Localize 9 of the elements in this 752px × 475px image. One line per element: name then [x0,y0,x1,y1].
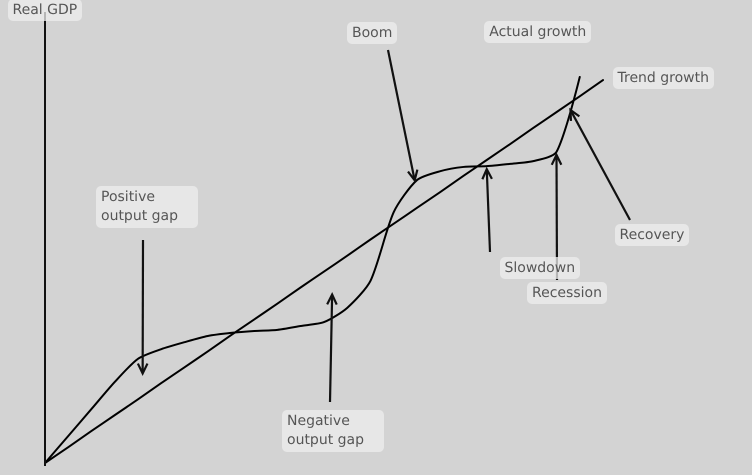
annotation: Negative output gap [282,410,384,452]
y-axis-title: Real GDP [8,0,82,22]
annotation: Slowdown [500,256,580,280]
annotation: Positive output gap [96,186,198,228]
text: Actual growth [484,20,592,44]
text: Recovery [614,224,690,246]
annotation: Recession [527,282,607,304]
series-label: Trend growth [612,66,714,90]
text: Boom [347,22,398,44]
